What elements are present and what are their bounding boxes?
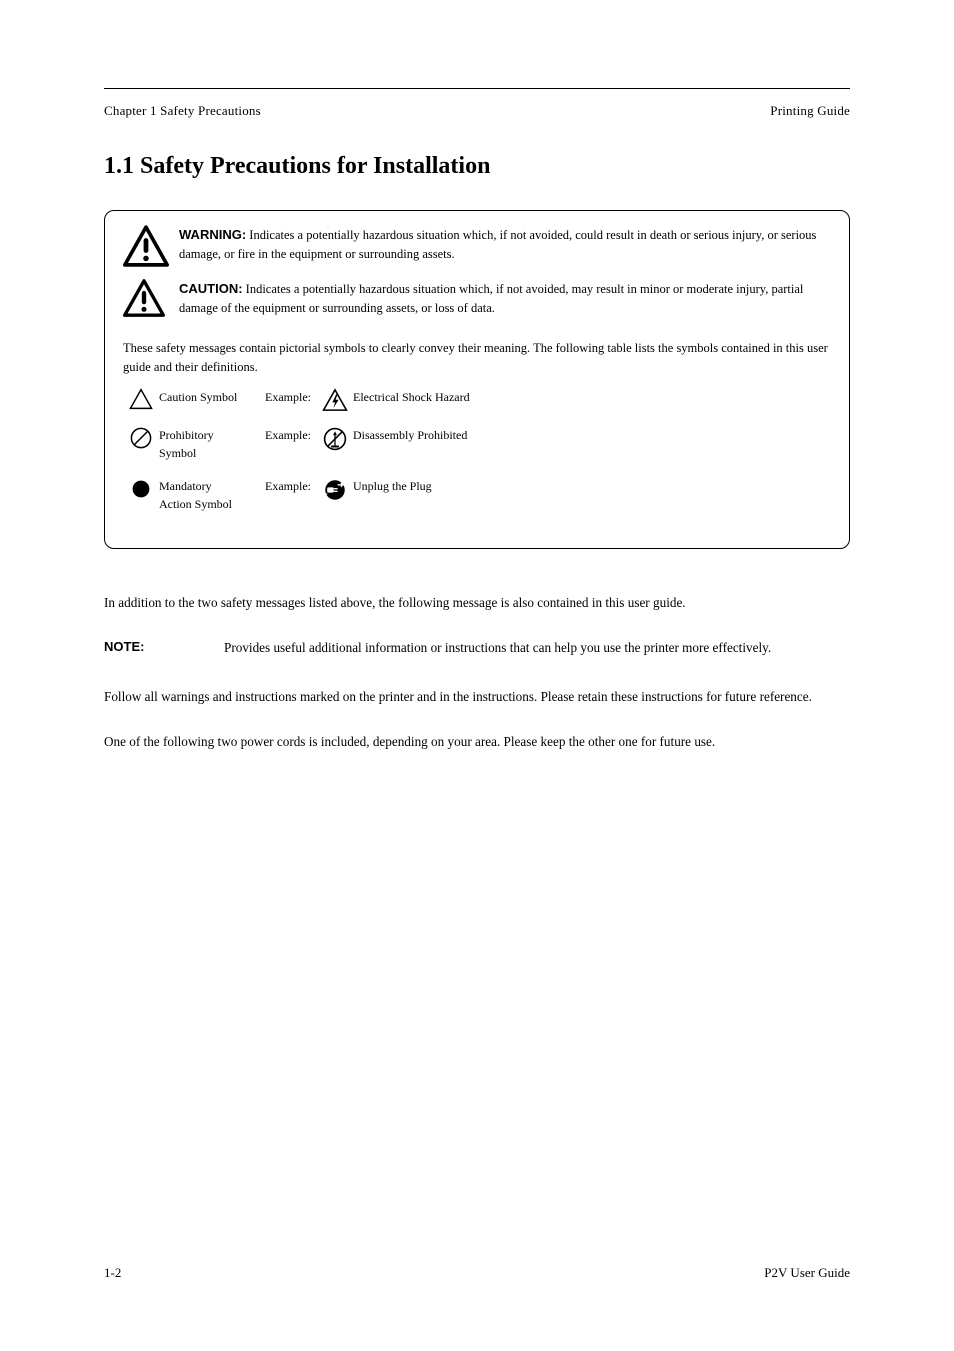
page-footer: 1-2 P2V User Guide	[104, 1265, 850, 1281]
warning-label: WARNING:	[179, 227, 246, 242]
example-label-1: Example:	[239, 388, 317, 407]
body-p1: In addition to the two safety messages l…	[104, 591, 850, 614]
symbol-desc-prohibit: Prohibitory Symbol	[159, 426, 239, 463]
caution-text: Indicates a potentially hazardous situat…	[179, 282, 803, 315]
header-right: Printing Guide	[770, 103, 850, 119]
section-title: 1.1 Safety Precautions for Installation	[104, 153, 850, 180]
example-label-3: Example:	[239, 477, 317, 496]
prohibition-icon	[129, 426, 153, 450]
warning-triangle-icon	[123, 225, 179, 267]
electric-shock-icon	[322, 388, 348, 412]
warning-row: WARNING: Indicates a potentially hazardo…	[123, 225, 831, 267]
body-text: In addition to the two safety messages l…	[104, 591, 850, 753]
header-left: Chapter 1 Safety Precautions	[104, 103, 261, 119]
unplug-icon	[322, 477, 348, 503]
note-text: Provides useful additional information o…	[224, 636, 850, 659]
symbols-intro: These safety messages contain pictorial …	[123, 339, 831, 378]
header-rule	[104, 88, 850, 89]
symbol-desc-shock: Electrical Shock Hazard	[353, 388, 831, 407]
symbol-row-caution: Caution Symbol Example: Electrical Shock…	[123, 388, 831, 412]
warning-text: Indicates a potentially hazardous situat…	[179, 228, 816, 261]
caution-label: CAUTION:	[179, 281, 243, 296]
footer-page-number: 1-2	[104, 1265, 121, 1281]
symbol-desc-unplug: Unplug the Plug	[353, 477, 831, 496]
no-disassemble-icon	[322, 426, 348, 452]
caution-row: CAUTION: Indicates a potentially hazardo…	[123, 279, 831, 319]
note-definition: NOTE: Provides useful additional informa…	[104, 636, 850, 659]
caution-triangle-icon	[123, 279, 179, 317]
symbol-desc-disassemble: Disassembly Prohibited	[353, 426, 831, 445]
symbol-row-prohibit: Prohibitory Symbol Example: Disassembly …	[123, 426, 831, 463]
symbol-desc-caution: Caution Symbol	[159, 388, 239, 407]
note-label: NOTE:	[104, 636, 224, 659]
mandatory-icon	[129, 477, 153, 501]
symbol-row-mandatory: Mandatory Action Symbol Example:	[123, 477, 831, 514]
symbol-desc-mandatory: Mandatory Action Symbol	[159, 477, 239, 514]
body-p3: Follow all warnings and instructions mar…	[104, 685, 850, 708]
caution-outline-icon	[129, 388, 153, 410]
footer-doc-title: P2V User Guide	[764, 1265, 850, 1281]
body-p4: One of the following two power cords is …	[104, 730, 850, 753]
safety-card: WARNING: Indicates a potentially hazardo…	[104, 210, 850, 549]
example-label-2: Example:	[239, 426, 317, 445]
running-header: Chapter 1 Safety Precautions Printing Gu…	[104, 103, 850, 119]
